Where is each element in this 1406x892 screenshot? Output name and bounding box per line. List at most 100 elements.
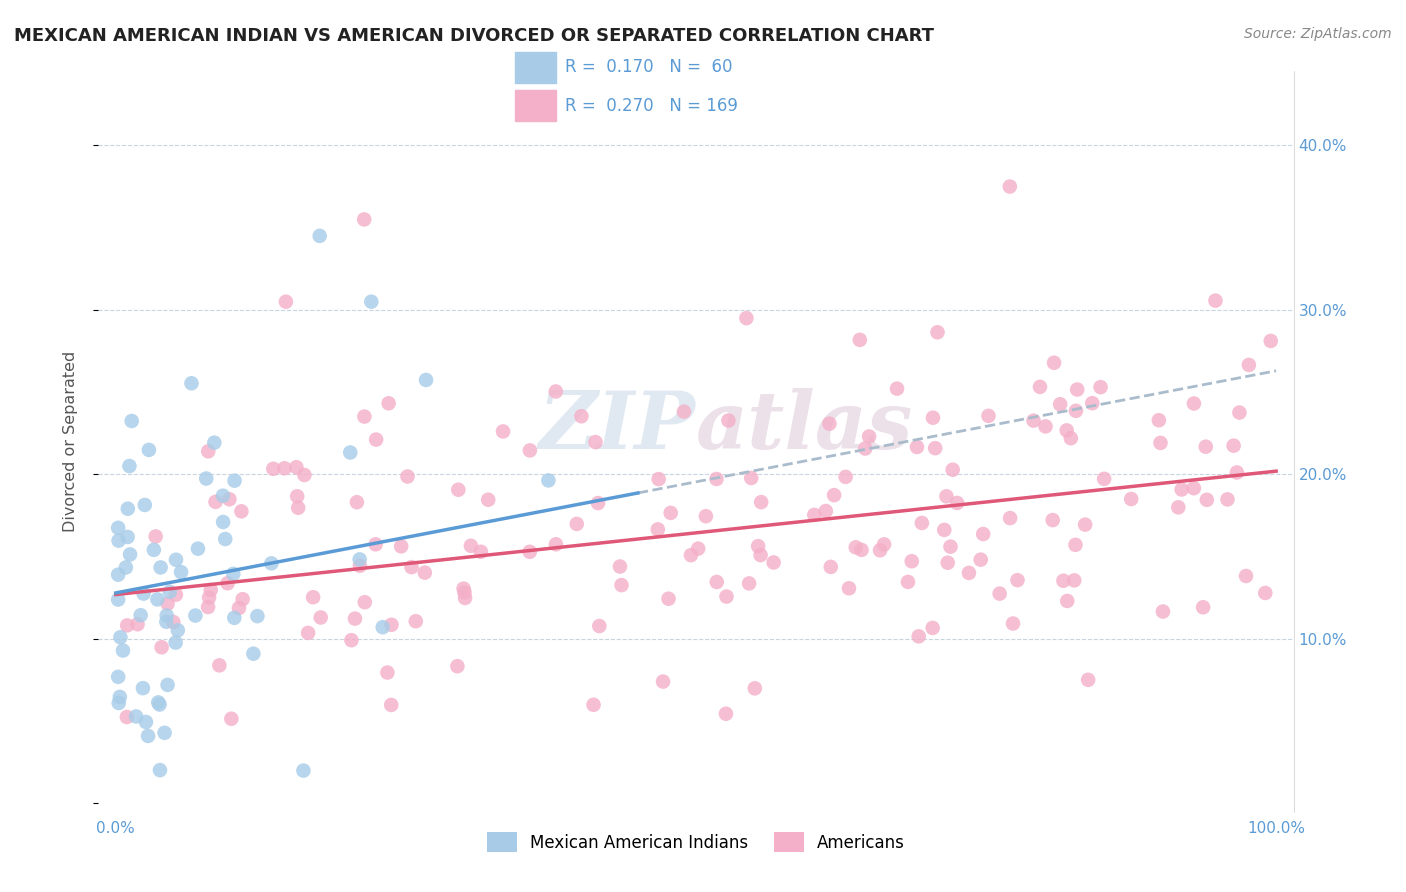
- Bar: [516, 90, 555, 120]
- Point: [165, 635, 187, 649]
- Point: [180, 376, 202, 391]
- Text: R =  0.170   N =  60: R = 0.170 N = 60: [565, 59, 733, 77]
- Point: [1060, 431, 1083, 445]
- Point: [706, 574, 728, 589]
- Point: [1056, 594, 1078, 608]
- Point: [111, 643, 134, 657]
- Point: [717, 413, 740, 427]
- Point: [921, 621, 943, 635]
- Point: [118, 458, 141, 473]
- Point: [156, 597, 179, 611]
- Point: [818, 417, 841, 431]
- Point: [519, 443, 541, 458]
- Point: [1029, 380, 1052, 394]
- Point: [366, 433, 388, 447]
- Point: [609, 559, 631, 574]
- Point: [132, 681, 155, 695]
- Point: [1043, 356, 1066, 370]
- Point: [148, 698, 170, 712]
- Point: [1022, 414, 1045, 428]
- Point: [1226, 466, 1249, 480]
- Point: [184, 608, 207, 623]
- Point: [738, 576, 761, 591]
- Point: [202, 435, 225, 450]
- Point: [716, 590, 738, 604]
- Point: [988, 587, 1011, 601]
- Point: [747, 539, 769, 553]
- Point: [897, 574, 920, 589]
- Point: [714, 706, 737, 721]
- Point: [150, 640, 173, 655]
- Point: [197, 444, 219, 458]
- Point: [198, 591, 221, 605]
- Point: [165, 588, 187, 602]
- Point: [360, 294, 382, 309]
- Point: [647, 522, 669, 536]
- Point: [162, 615, 184, 629]
- Point: [934, 523, 956, 537]
- Point: [1170, 483, 1192, 497]
- Point: [134, 498, 156, 512]
- Point: [869, 543, 891, 558]
- Point: [413, 566, 436, 580]
- Point: [339, 445, 361, 459]
- Point: [582, 698, 605, 712]
- Legend: Mexican American Indians, Americans: Mexican American Indians, Americans: [481, 825, 911, 859]
- Point: [823, 488, 845, 502]
- Point: [762, 556, 785, 570]
- Point: [129, 608, 152, 623]
- Point: [107, 533, 129, 548]
- Point: [127, 617, 149, 632]
- Point: [749, 495, 772, 509]
- Point: [228, 601, 250, 615]
- Point: [849, 333, 872, 347]
- Point: [886, 382, 908, 396]
- Point: [851, 542, 873, 557]
- Point: [1077, 673, 1099, 687]
- Point: [377, 396, 399, 410]
- Point: [922, 410, 945, 425]
- Point: [294, 467, 316, 482]
- Point: [405, 614, 427, 628]
- Point: [107, 670, 129, 684]
- Text: ZIP: ZIP: [538, 388, 696, 466]
- Text: MEXICAN AMERICAN INDIAN VS AMERICAN DIVORCED OR SEPARATED CORRELATION CHART: MEXICAN AMERICAN INDIAN VS AMERICAN DIVO…: [14, 27, 934, 45]
- Point: [492, 425, 515, 439]
- Point: [957, 566, 980, 580]
- Point: [935, 489, 957, 503]
- Point: [138, 442, 160, 457]
- Point: [145, 529, 167, 543]
- Point: [195, 471, 218, 485]
- Point: [156, 608, 179, 623]
- Point: [142, 542, 165, 557]
- Point: [115, 560, 138, 574]
- Point: [309, 610, 332, 624]
- Point: [998, 179, 1021, 194]
- Point: [1002, 616, 1025, 631]
- Point: [1042, 513, 1064, 527]
- Point: [740, 471, 762, 485]
- Point: [588, 619, 610, 633]
- Point: [537, 474, 560, 488]
- Point: [905, 440, 928, 454]
- Point: [1152, 605, 1174, 619]
- Point: [571, 409, 593, 424]
- Point: [907, 629, 929, 643]
- Point: [1222, 439, 1244, 453]
- Point: [1007, 573, 1029, 587]
- Point: [659, 506, 682, 520]
- Point: [1056, 424, 1078, 438]
- Point: [343, 612, 366, 626]
- Point: [353, 595, 375, 609]
- Point: [900, 554, 922, 568]
- Point: [1121, 491, 1143, 506]
- Point: [287, 500, 309, 515]
- Point: [115, 710, 138, 724]
- Point: [744, 681, 766, 696]
- Point: [274, 294, 297, 309]
- Point: [1064, 538, 1087, 552]
- Point: [749, 548, 772, 562]
- Point: [292, 764, 315, 778]
- Point: [212, 515, 235, 529]
- Point: [155, 615, 177, 629]
